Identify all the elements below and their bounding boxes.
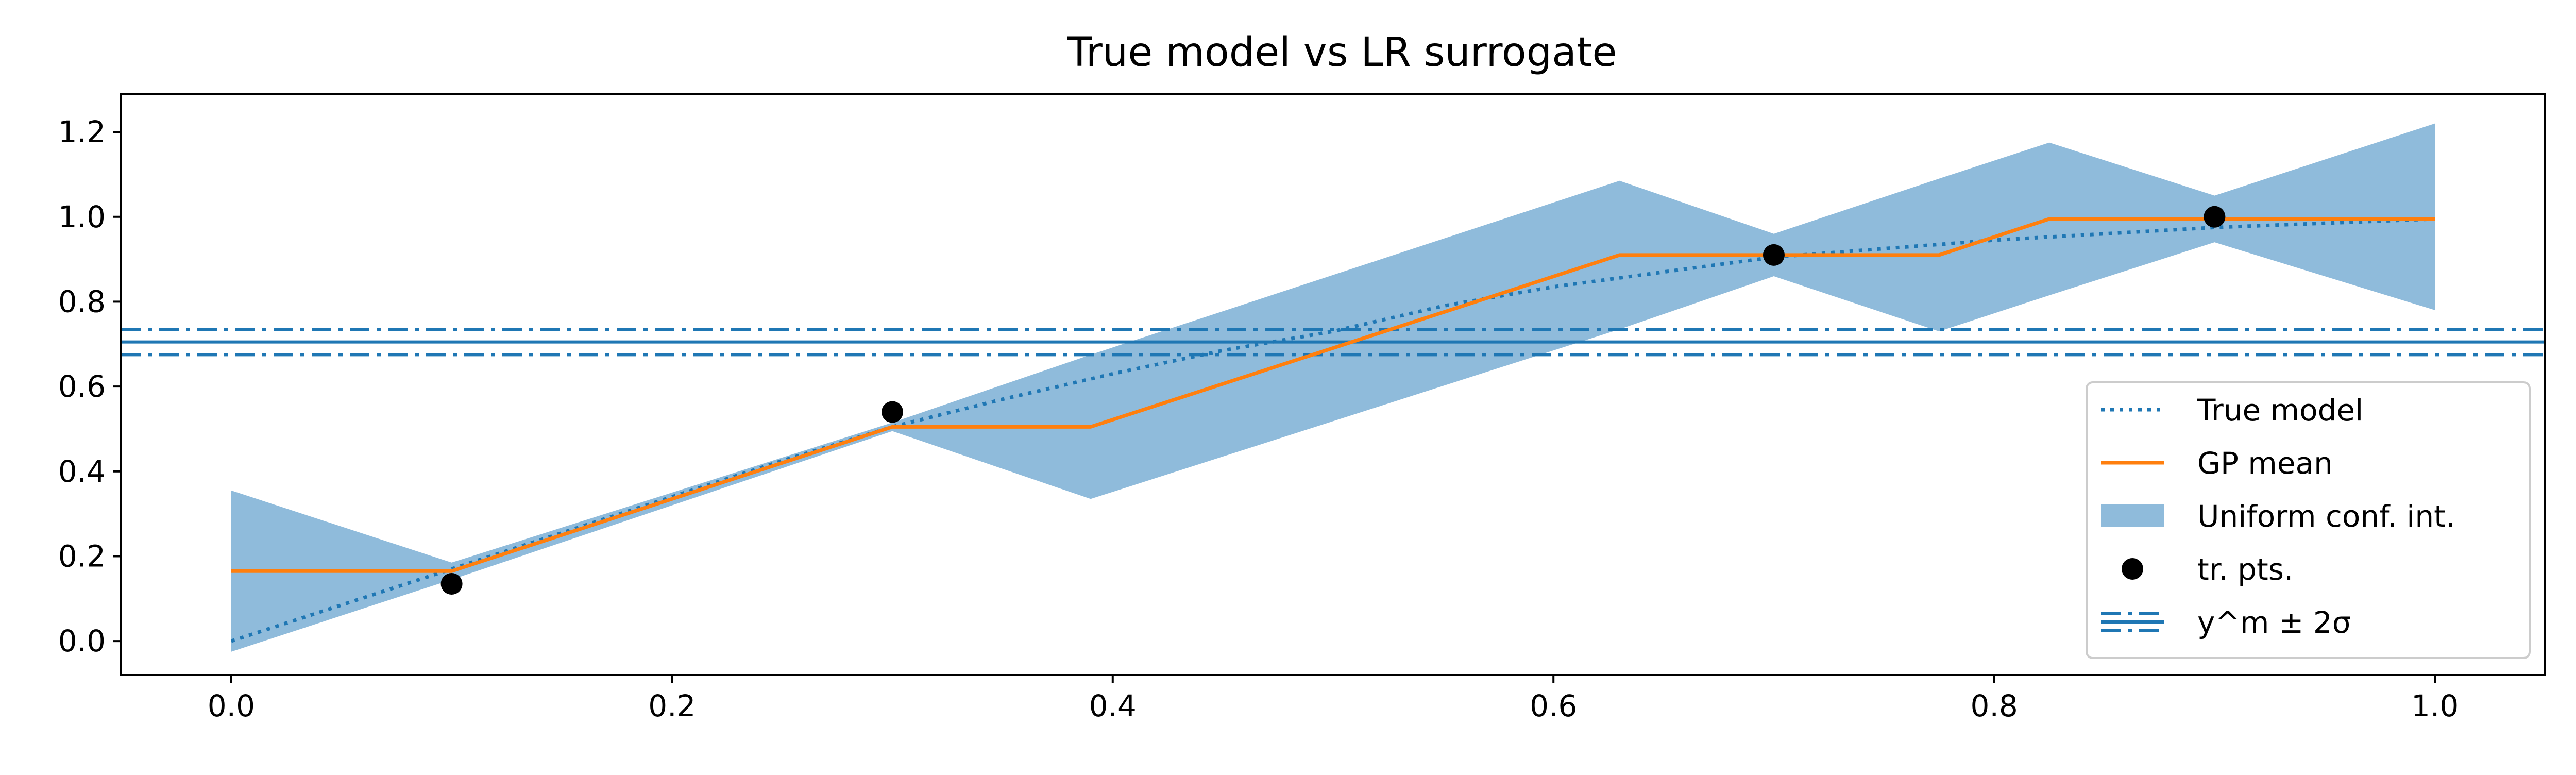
legend-label: y^m ± 2σ [2197, 605, 2351, 640]
reference-lines-layer [121, 327, 2545, 357]
plot-frame [120, 93, 2546, 676]
legend-label: True model [2197, 393, 2363, 428]
x-tick-label: 0.4 [1089, 688, 1137, 723]
y-tick-label: 0.0 [58, 624, 106, 659]
training-points-layer [440, 206, 2226, 595]
legend-label: GP mean [2197, 446, 2333, 481]
y-tick-label: 1.0 [58, 199, 106, 234]
legend-label: tr. pts. [2197, 552, 2293, 587]
series-lines-layer [230, 217, 2435, 643]
x-tick-label: 0.8 [1971, 688, 2018, 723]
gp-mean-line [231, 217, 2435, 573]
x-axis: 0.0 0.2 0.4 0.6 0.8 1.0 [208, 675, 2459, 723]
x-tick-label: 0.2 [648, 688, 696, 723]
training-point [1762, 244, 1785, 266]
y-tick-label: 1.2 [58, 114, 106, 149]
y-axis: 0.0 0.2 0.4 0.6 0.8 1.0 1.2 [58, 114, 121, 659]
training-point [882, 401, 904, 423]
y-tick-label: 0.4 [58, 454, 106, 489]
legend: True model GP mean Uniform conf. int. tr. p… [2086, 381, 2531, 659]
y-tick-label: 0.6 [58, 369, 106, 404]
y-tick-label: 0.2 [58, 538, 106, 574]
legend-label: Uniform conf. int. [2197, 499, 2455, 534]
y-tick-label: 0.8 [58, 284, 106, 319]
legend-handle-conf-int [2101, 504, 2164, 527]
chart-title: True model vs LR surrogate [1067, 29, 1617, 76]
training-point [2204, 206, 2226, 228]
training-point [440, 572, 463, 595]
x-tick-label: 1.0 [2411, 688, 2459, 723]
legend-handle-training-points [2122, 558, 2143, 580]
legend-box [2086, 381, 2531, 659]
x-tick-label: 0.0 [208, 688, 255, 723]
x-tick-label: 0.6 [1530, 688, 1577, 723]
